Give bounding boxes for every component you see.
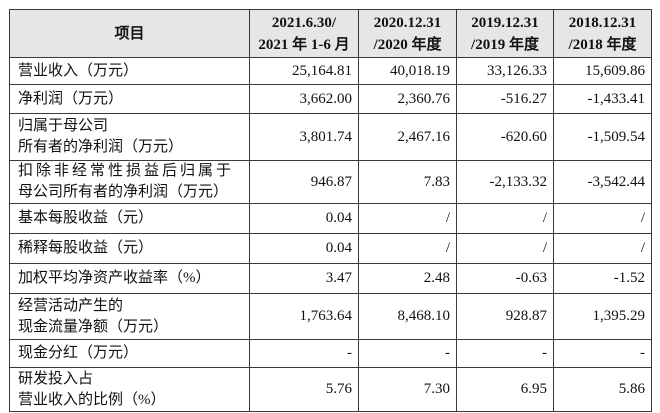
value-cell: / <box>358 203 457 234</box>
value-cell: 15,609.86 <box>553 57 652 85</box>
table-row: 经营活动产生的 现金流量净额（万元） 1,763.64 8,468.10 928… <box>9 293 652 340</box>
value-cell: 946.87 <box>249 160 359 204</box>
header-item: 项目 <box>9 9 250 58</box>
value-cell: 7.30 <box>358 367 457 412</box>
row-label: 稀释每股收益（元） <box>9 233 250 264</box>
value-cell: 1,395.29 <box>553 293 652 340</box>
value-cell: - <box>249 339 359 368</box>
value-cell: 40,018.19 <box>358 57 457 85</box>
table-row: 净利润（万元） 3,662.00 2,360.76 -516.27 -1,433… <box>9 84 652 114</box>
value-cell: 25,164.81 <box>249 57 359 85</box>
value-cell: 2,467.16 <box>358 113 457 161</box>
row-label: 扣除非经常性损益后归属于 母公司所有者的净利润（万元） <box>9 160 250 204</box>
row-label-line: 现金分红（万元） <box>18 345 139 361</box>
value-cell: 3,801.74 <box>249 113 359 161</box>
header-period-line1: 2020.12.31 <box>373 14 442 31</box>
row-label-line: 营业收入（万元） <box>18 62 139 79</box>
row-label-line: 营业收入的比例（%） <box>18 391 166 408</box>
table-row: 稀释每股收益（元） 0.04 / / / <box>9 233 652 264</box>
value-cell: - <box>456 339 554 368</box>
row-label: 营业收入（万元） <box>9 57 250 85</box>
value-cell: 928.87 <box>456 293 554 340</box>
header-period-2020: 2020.12.31 /2020 年度 <box>358 9 457 58</box>
value-cell: 6.95 <box>456 367 554 412</box>
header-period-line1: 2019.12.31 <box>471 14 539 31</box>
value-cell: -516.27 <box>456 84 554 114</box>
row-label-line: 母公司所有者的净利润（万元） <box>18 184 229 200</box>
row-label: 净利润（万元） <box>9 84 250 114</box>
value-cell: -3,542.44 <box>553 160 652 204</box>
value-cell: -2,133.32 <box>456 160 554 204</box>
header-period-2021h1: 2021.6.30/ 2021 年 1-6 月 <box>249 9 359 58</box>
value-cell: 0.04 <box>249 233 359 264</box>
row-label-line: 加权平均净资产收益率（%） <box>18 270 211 286</box>
row-label: 加权平均净资产收益率（%） <box>9 263 250 294</box>
row-label-line: 稀释每股收益（元） <box>18 240 154 256</box>
row-label-line: 归属于母公司 <box>18 118 109 134</box>
value-cell: 3,662.00 <box>249 84 359 114</box>
table-row: 现金分红（万元） - - - - <box>9 339 652 368</box>
value-cell: 2.48 <box>358 263 457 294</box>
header-period-2019: 2019.12.31 /2019 年度 <box>456 9 554 58</box>
value-cell: 0.04 <box>249 203 359 234</box>
header-period-line2: /2019 年度 <box>471 36 539 53</box>
row-label: 经营活动产生的 现金流量净额（万元） <box>9 293 250 340</box>
header-period-line2: /2018 年度 <box>568 36 637 53</box>
row-label-line: 净利润（万元） <box>18 90 124 107</box>
header-period-2018: 2018.12.31 /2018 年度 <box>553 9 652 58</box>
table-header-row: 项目 2021.6.30/ 2021 年 1-6 月 2020.12.31 /2… <box>9 9 652 58</box>
value-cell: / <box>456 203 554 234</box>
row-label-line: 扣除非经常性损益后归属于 <box>18 163 235 179</box>
value-cell: -1.52 <box>553 263 652 294</box>
header-period-line1: 2021.6.30/ <box>271 14 337 31</box>
row-label: 归属于母公司 所有者的净利润（万元） <box>9 113 250 161</box>
value-cell: / <box>358 233 457 264</box>
table-row: 扣除非经常性损益后归属于 母公司所有者的净利润（万元） 946.87 7.83 … <box>9 160 652 204</box>
row-label-line: 经营活动产生的 <box>18 297 124 314</box>
value-cell: 5.86 <box>553 367 652 412</box>
header-period-line2: /2020 年度 <box>373 36 442 53</box>
value-cell: 8,468.10 <box>358 293 457 340</box>
row-label-line: 所有者的净利润（万元） <box>18 139 184 155</box>
value-cell: 1,763.64 <box>249 293 359 340</box>
table-row: 加权平均净资产收益率（%） 3.47 2.48 -0.63 -1.52 <box>9 263 652 294</box>
row-label-line: 研发投入占 <box>18 370 94 387</box>
table-row: 基本每股收益（元） 0.04 / / / <box>9 203 652 234</box>
value-cell: / <box>553 233 652 264</box>
header-period-line1: 2018.12.31 <box>568 14 637 31</box>
value-cell: 5.76 <box>249 367 359 412</box>
row-label-line: 现金流量净额（万元） <box>18 318 169 335</box>
value-cell: - <box>553 339 652 368</box>
value-cell: / <box>456 233 554 264</box>
value-cell: - <box>358 339 457 368</box>
value-cell: 2,360.76 <box>358 84 457 114</box>
value-cell: / <box>553 203 652 234</box>
table-row: 研发投入占 营业收入的比例（%） 5.76 7.30 6.95 5.86 <box>9 367 652 412</box>
value-cell: 3.47 <box>249 263 359 294</box>
header-period-line2: 2021 年 1-6 月 <box>258 36 350 53</box>
table-row: 营业收入（万元） 25,164.81 40,018.19 33,126.33 1… <box>9 57 652 85</box>
value-cell: -0.63 <box>456 263 554 294</box>
row-label: 现金分红（万元） <box>9 339 250 368</box>
value-cell: 33,126.33 <box>456 57 554 85</box>
value-cell: 7.83 <box>358 160 457 204</box>
row-label: 基本每股收益（元） <box>9 203 250 234</box>
value-cell: -620.60 <box>456 113 554 161</box>
value-cell: -1,509.54 <box>553 113 652 161</box>
row-label-line: 基本每股收益（元） <box>18 210 154 226</box>
row-label: 研发投入占 营业收入的比例（%） <box>9 367 250 412</box>
value-cell: -1,433.41 <box>553 84 652 114</box>
table-row: 归属于母公司 所有者的净利润（万元） 3,801.74 2,467.16 -62… <box>9 113 652 161</box>
financial-summary-table: 项目 2021.6.30/ 2021 年 1-6 月 2020.12.31 /2… <box>9 9 652 412</box>
